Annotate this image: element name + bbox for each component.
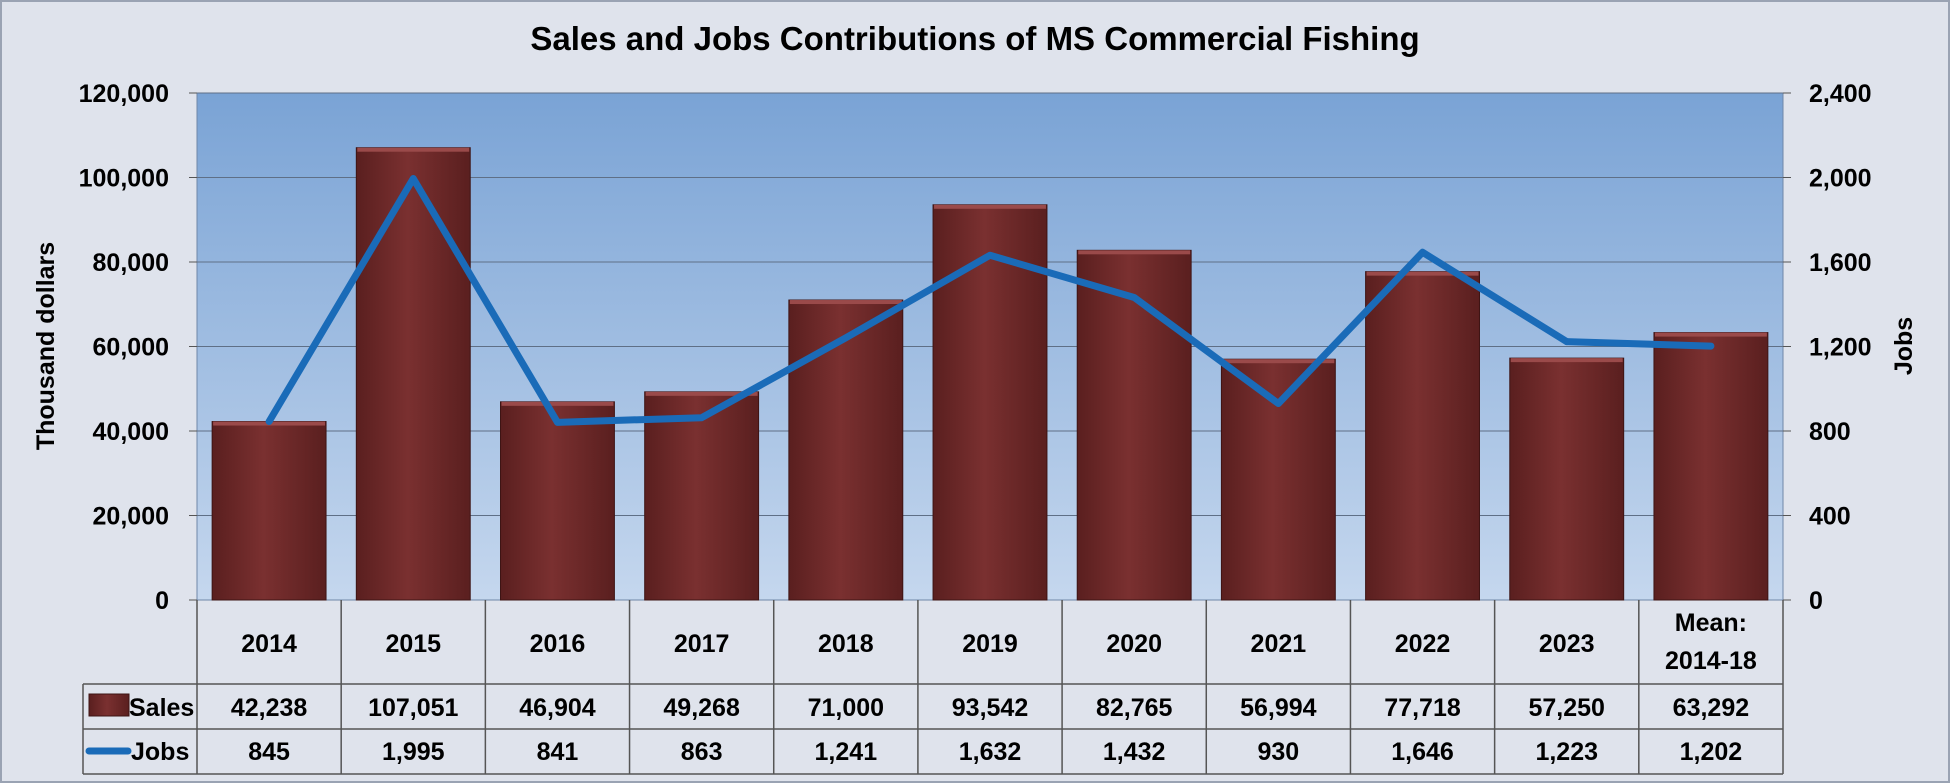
sales-bar-top-highlight bbox=[1222, 359, 1335, 364]
sales-value: 57,250 bbox=[1528, 694, 1604, 722]
sales-bar bbox=[788, 299, 904, 601]
sales-bar bbox=[932, 204, 1048, 601]
category-label: 2020 bbox=[1106, 630, 1162, 658]
sales-value: 77,718 bbox=[1384, 694, 1461, 722]
y2-axis-tick-label: 800 bbox=[1809, 418, 1851, 446]
category-label: 2019 bbox=[962, 630, 1018, 658]
sales-value: 63,292 bbox=[1673, 694, 1749, 722]
y-axis-tick-label: 80,000 bbox=[93, 249, 169, 277]
category-label: 2022 bbox=[1395, 630, 1451, 658]
jobs-value: 1,646 bbox=[1391, 738, 1454, 766]
jobs-value: 1,632 bbox=[959, 738, 1022, 766]
y-axis-tick-label: 120,000 bbox=[79, 80, 169, 108]
y-axis-tick-label: 60,000 bbox=[93, 334, 169, 362]
y-axis-tick-label: 0 bbox=[155, 587, 169, 615]
y-axis-tick-label: 40,000 bbox=[93, 418, 169, 446]
jobs-value: 863 bbox=[681, 738, 723, 766]
sales-value: 49,268 bbox=[663, 694, 740, 722]
jobs-mean-segment bbox=[1563, 338, 1715, 350]
sales-value: 46,904 bbox=[519, 694, 596, 722]
jobs-value: 845 bbox=[248, 738, 290, 766]
jobs-value: 1,995 bbox=[382, 738, 445, 766]
sales-bar bbox=[355, 147, 471, 601]
sales-bar-top-highlight bbox=[1366, 271, 1479, 276]
category-label: 2017 bbox=[674, 630, 730, 658]
jobs-value: 930 bbox=[1258, 738, 1300, 766]
sales-bar bbox=[500, 401, 615, 601]
y2-axis-tick-label: 400 bbox=[1809, 503, 1851, 531]
sales-bar-top-highlight bbox=[934, 204, 1046, 209]
sales-bar-top-highlight bbox=[501, 401, 614, 406]
jobs-value: 1,202 bbox=[1680, 738, 1743, 766]
category-label: 2016 bbox=[530, 630, 586, 658]
sales-value: 107,051 bbox=[368, 694, 458, 722]
sales-bar bbox=[1653, 332, 1769, 601]
category-label: 2014 bbox=[241, 630, 297, 658]
y-axis-tick-label: 100,000 bbox=[79, 165, 169, 193]
sales-bar bbox=[644, 391, 760, 601]
sales-bar bbox=[1220, 358, 1336, 601]
category-label: 2023 bbox=[1539, 630, 1595, 658]
sales-value: 82,765 bbox=[1096, 694, 1173, 722]
sales-bar bbox=[1076, 249, 1192, 601]
y2-axis-tick-label: 1,200 bbox=[1809, 334, 1872, 362]
y2-axis-tick-label: 1,600 bbox=[1809, 249, 1872, 277]
jobs-value: 841 bbox=[537, 738, 579, 766]
y2-axis-title: Jobs bbox=[1890, 317, 1918, 375]
legend-jobs-label: Jobs bbox=[131, 738, 189, 766]
sales-bar-top-highlight bbox=[1654, 332, 1767, 337]
sales-bar-top-highlight bbox=[789, 300, 902, 305]
sales-bar-top-highlight bbox=[357, 147, 470, 152]
y2-axis-tick-label: 2,000 bbox=[1809, 165, 1872, 193]
category-label: Mean: bbox=[1675, 609, 1747, 637]
sales-bar-top-highlight bbox=[1078, 250, 1191, 255]
sales-value: 42,238 bbox=[231, 694, 308, 722]
jobs-value: 1,432 bbox=[1103, 738, 1166, 766]
jobs-value: 1,223 bbox=[1535, 738, 1598, 766]
sales-value: 93,542 bbox=[952, 694, 1028, 722]
category-label: 2015 bbox=[385, 630, 441, 658]
sales-bar bbox=[1365, 271, 1480, 601]
sales-bar bbox=[211, 421, 327, 601]
legend-sales-swatch bbox=[88, 693, 130, 717]
sales-value: 71,000 bbox=[808, 694, 884, 722]
category-label: 2018 bbox=[818, 630, 874, 658]
legend-sales-label: Sales bbox=[129, 694, 194, 722]
category-label: 2021 bbox=[1251, 630, 1307, 658]
sales-value: 56,994 bbox=[1240, 694, 1317, 722]
y2-axis-tick-label: 2,400 bbox=[1809, 80, 1872, 108]
sales-bar-top-highlight bbox=[645, 391, 758, 396]
sales-bar bbox=[1509, 357, 1625, 601]
y-axis-title: Thousand dollars bbox=[32, 242, 60, 450]
sales-bar-top-highlight bbox=[1510, 358, 1623, 363]
jobs-line bbox=[265, 175, 1571, 426]
category-label: 2014-18 bbox=[1665, 647, 1757, 675]
jobs-value: 1,241 bbox=[815, 738, 878, 766]
y-axis-tick-label: 20,000 bbox=[93, 503, 169, 531]
y2-axis-tick-label: 0 bbox=[1809, 587, 1823, 615]
chart-title: Sales and Jobs Contributions of MS Comme… bbox=[530, 20, 1419, 57]
